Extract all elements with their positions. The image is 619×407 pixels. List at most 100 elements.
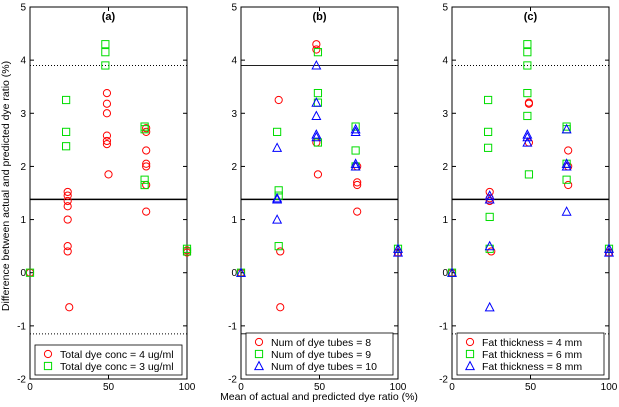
data-point-square [101, 40, 110, 49]
data-point-circle [276, 247, 285, 256]
data-point-triangle [350, 160, 361, 171]
x-tick-label: 100 [601, 382, 618, 393]
data-point-circle [564, 180, 573, 190]
data-point-square [274, 191, 283, 200]
data-point-triangle [392, 247, 404, 257]
y-tick-label: 5 [20, 3, 26, 14]
data-point-circle [353, 180, 362, 190]
legend-label: Total dye conc = 4 ug/ml [60, 349, 174, 361]
y-tick-label: -2 [439, 375, 448, 386]
data-point-circle [274, 95, 283, 105]
data-point-circle [104, 170, 113, 179]
legend-marker-triangle [464, 360, 476, 371]
data-point-square [101, 48, 110, 57]
y-tick-label: 3 [231, 109, 237, 120]
y-tick-label: 4 [442, 56, 448, 67]
data-point-circle [63, 242, 72, 251]
data-point-circle [63, 215, 72, 224]
data-point-triangle [446, 267, 458, 277]
data-point-square [140, 180, 149, 190]
x-tick-label: 0 [238, 382, 244, 393]
data-point-square [140, 125, 149, 134]
data-point-square [351, 122, 360, 131]
data-point-circle [102, 109, 112, 118]
y-tick-label: 2 [20, 162, 26, 173]
data-point-square [273, 127, 282, 136]
data-point-square [523, 61, 532, 70]
legend-box [34, 344, 183, 376]
data-point-triangle [561, 160, 572, 171]
data-point-square [140, 175, 149, 184]
legend-marker-square [465, 349, 475, 359]
data-point-circle [142, 127, 151, 136]
y-tick-label: 0 [442, 268, 448, 279]
y-tick-label: -2 [228, 375, 237, 386]
data-point-circle [312, 40, 321, 49]
data-point-circle [142, 124, 151, 133]
data-point-triangle [311, 110, 322, 121]
legend-box [456, 332, 605, 376]
data-point-square [484, 127, 493, 136]
y-tick-label: 0 [20, 268, 26, 279]
data-point-triangle [561, 206, 572, 216]
data-point-circle [487, 247, 496, 256]
x-tick-label: 50 [525, 382, 537, 393]
data-point-square [351, 146, 360, 155]
legend-box [245, 332, 394, 376]
data-point-triangle [603, 247, 615, 257]
data-point-square [484, 143, 493, 152]
data-point-square [523, 40, 532, 49]
data-point-triangle [272, 214, 283, 224]
data-point-circle [313, 170, 323, 179]
y-tick-label: -1 [17, 321, 26, 332]
x-tick-label: 50 [314, 382, 326, 393]
data-point-circle [63, 191, 72, 200]
data-point-triangle [484, 190, 495, 200]
data-point-triangle [392, 243, 404, 253]
data-point-triangle [311, 129, 322, 139]
y-tick-label: 4 [231, 56, 237, 67]
data-point-square [484, 95, 493, 105]
legend-marker-circle [465, 337, 475, 347]
data-point-square [274, 186, 283, 195]
data-point-circle [102, 99, 112, 108]
legend-label: Num of dye tubes = 10 [271, 361, 377, 373]
data-point-square [523, 88, 532, 98]
data-point-circle [312, 45, 321, 54]
data-point-circle [65, 303, 74, 312]
data-point-triangle [603, 243, 615, 253]
y-tick-label: 2 [231, 162, 237, 173]
data-point-square [62, 95, 71, 105]
data-point-circle [102, 140, 112, 149]
legend-label: Total dye conc = 3 ug/ml [60, 361, 174, 373]
data-point-circle [353, 207, 362, 216]
y-tick-label: 1 [442, 215, 448, 226]
y-tick-label: 1 [231, 215, 237, 226]
y-tick-label: 1 [20, 215, 26, 226]
x-tick-label: 100 [390, 382, 407, 393]
data-point-triangle [484, 193, 495, 204]
data-point-circle [142, 207, 151, 216]
data-point-triangle [484, 240, 495, 251]
y-tick-label: 2 [442, 162, 448, 173]
data-point-square [523, 111, 532, 121]
data-point-circle [63, 202, 72, 211]
data-point-triangle [561, 158, 572, 168]
data-point-triangle [235, 267, 247, 277]
legend-marker-circle [43, 349, 53, 359]
data-point-circle [102, 131, 112, 140]
legend-marker-triangle [253, 360, 265, 371]
data-point-circle [102, 136, 112, 146]
data-point-square [562, 175, 571, 184]
data-point-triangle [561, 123, 572, 134]
data-point-circle [102, 88, 112, 98]
data-point-circle [524, 99, 534, 108]
data-point-square [25, 268, 35, 277]
axes-frame [240, 6, 399, 380]
data-point-triangle [522, 131, 533, 142]
data-point-square [182, 247, 192, 256]
data-point-circle [564, 146, 573, 155]
